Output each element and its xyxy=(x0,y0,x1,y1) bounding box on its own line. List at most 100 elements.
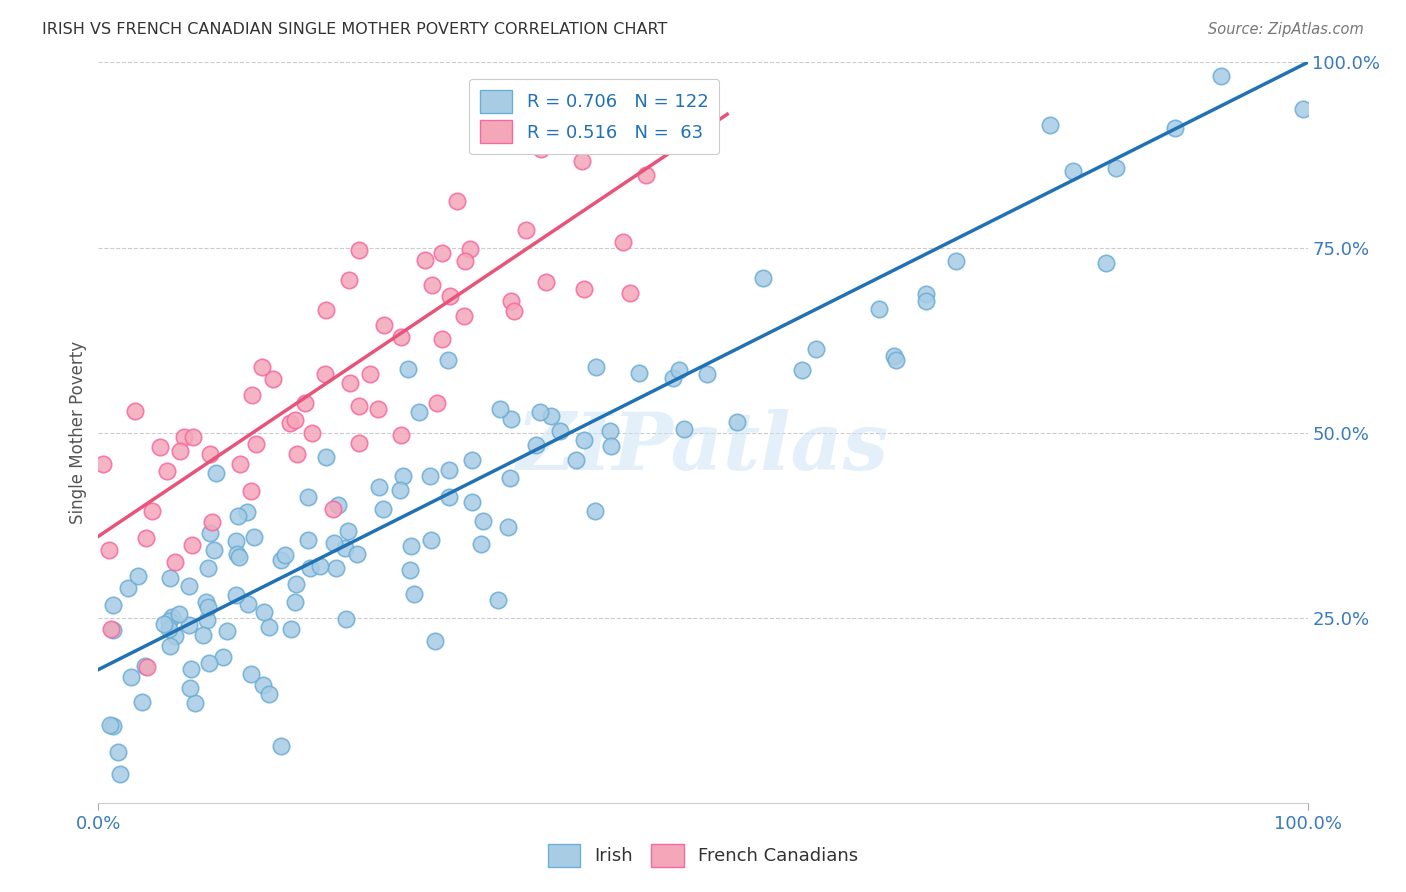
Point xyxy=(398,563,420,577)
Point xyxy=(136,660,159,674)
Point xyxy=(163,629,186,643)
Point xyxy=(337,273,360,287)
Point xyxy=(1038,118,1060,132)
Point xyxy=(149,441,172,455)
Text: IRISH VS FRENCH CANADIAN SINGLE MOTHER POVERTY CORRELATION CHART: IRISH VS FRENCH CANADIAN SINGLE MOTHER P… xyxy=(42,22,668,37)
Point xyxy=(389,428,412,442)
Point xyxy=(262,372,284,386)
Point xyxy=(141,504,163,518)
Point xyxy=(437,490,460,504)
Point xyxy=(454,254,477,268)
Point xyxy=(228,549,250,564)
Text: Source: ZipAtlas.com: Source: ZipAtlas.com xyxy=(1208,22,1364,37)
Point xyxy=(423,634,446,648)
Point xyxy=(98,717,121,731)
Point xyxy=(198,447,221,461)
Point xyxy=(212,649,235,664)
Point xyxy=(419,468,441,483)
Point xyxy=(548,425,571,439)
Point xyxy=(167,607,190,622)
Point xyxy=(274,548,297,562)
Point xyxy=(280,622,302,636)
Point xyxy=(201,515,224,529)
Point xyxy=(202,543,225,558)
Point xyxy=(398,362,420,376)
Point xyxy=(120,670,142,684)
Point xyxy=(335,612,357,626)
Point xyxy=(101,719,124,733)
Point xyxy=(101,623,124,637)
Point xyxy=(420,533,443,547)
Point xyxy=(529,405,551,419)
Point xyxy=(108,767,131,781)
Point xyxy=(157,614,180,628)
Point xyxy=(124,403,146,417)
Point xyxy=(460,243,482,257)
Point xyxy=(226,509,249,524)
Point xyxy=(673,422,696,436)
Point xyxy=(101,598,124,612)
Point xyxy=(169,444,191,458)
Point xyxy=(662,370,685,384)
Point xyxy=(252,678,274,692)
Point xyxy=(945,253,967,268)
Point xyxy=(460,453,482,467)
Point xyxy=(197,599,219,614)
Point xyxy=(252,605,274,619)
Point xyxy=(191,628,214,642)
Point xyxy=(617,128,640,142)
Point xyxy=(333,541,356,555)
Point xyxy=(612,235,634,250)
Legend: R = 0.706   N = 122, R = 0.516   N =  63: R = 0.706 N = 122, R = 0.516 N = 63 xyxy=(470,78,720,154)
Point xyxy=(572,282,595,296)
Point xyxy=(599,439,621,453)
Point xyxy=(751,271,773,285)
Point xyxy=(299,561,322,575)
Point xyxy=(572,433,595,447)
Point xyxy=(181,430,204,444)
Point xyxy=(392,468,415,483)
Point xyxy=(347,243,370,257)
Point xyxy=(240,667,263,681)
Point xyxy=(294,396,316,410)
Point xyxy=(619,285,641,300)
Point xyxy=(197,561,219,575)
Point xyxy=(250,359,273,374)
Point xyxy=(486,593,509,607)
Point xyxy=(790,362,813,376)
Text: ZIPatlas: ZIPatlas xyxy=(517,409,889,486)
Point xyxy=(347,399,370,413)
Point xyxy=(131,695,153,709)
Point xyxy=(322,502,344,516)
Point xyxy=(135,531,157,545)
Point xyxy=(229,457,252,471)
Point xyxy=(524,438,547,452)
Point xyxy=(325,561,347,575)
Point xyxy=(284,594,307,608)
Point xyxy=(1209,69,1232,83)
Point xyxy=(884,353,907,368)
Point xyxy=(634,169,657,183)
Point xyxy=(117,581,139,595)
Point xyxy=(177,617,200,632)
Point xyxy=(278,416,301,430)
Point xyxy=(326,498,349,512)
Point xyxy=(156,464,179,478)
Point xyxy=(159,570,181,584)
Point xyxy=(243,530,266,544)
Point xyxy=(180,662,202,676)
Point xyxy=(198,526,221,541)
Point xyxy=(519,125,541,139)
Point xyxy=(628,367,651,381)
Point xyxy=(439,463,461,477)
Point xyxy=(914,286,936,301)
Point xyxy=(245,436,267,450)
Point xyxy=(446,194,468,208)
Point xyxy=(297,490,319,504)
Point xyxy=(314,367,336,381)
Point xyxy=(534,275,557,289)
Point xyxy=(696,367,718,381)
Point xyxy=(339,376,361,390)
Point xyxy=(499,412,522,426)
Point xyxy=(194,594,217,608)
